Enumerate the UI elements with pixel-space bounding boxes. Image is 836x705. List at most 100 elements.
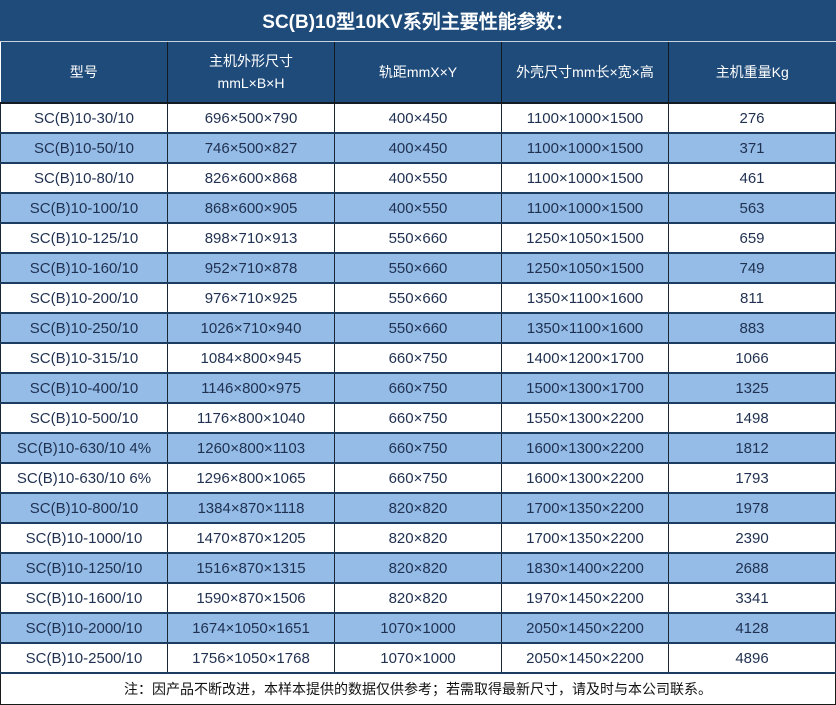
col-header-rail-gauge: 轨距mmX×Y <box>334 42 502 104</box>
table-cell: SC(B)10-250/10 <box>0 313 168 344</box>
col-header-line: 主机外形尺寸 <box>209 52 293 69</box>
table-cell: SC(B)10-1600/10 <box>0 583 168 614</box>
table-cell: 1260×800×1103 <box>167 433 335 464</box>
table-cell: 1590×870×1506 <box>167 583 335 614</box>
table-cell: 659 <box>668 223 836 254</box>
col-header-line: mmL×B×H <box>217 75 285 91</box>
table-row: SC(B)10-630/10 4% 1260×800×1103 660×750 160… <box>0 433 836 464</box>
table-cell: 400×550 <box>334 193 502 224</box>
table-cell: 2050×1450×2200 <box>501 643 669 674</box>
table-cell: 1756×1050×1768 <box>167 643 335 674</box>
table-cell: 1500×1300×1700 <box>501 373 669 404</box>
performance-parameters-table: 型号 主机外形尺寸 mmL×B×H 轨距mmX×Y 外壳尺寸mm长×宽×高 主机重量Kg … <box>0 42 836 674</box>
table-cell: 4896 <box>668 643 836 674</box>
table-cell: SC(B)10-125/10 <box>0 223 168 254</box>
table-cell: 1146×800×975 <box>167 373 335 404</box>
table-cell: 550×660 <box>334 313 502 344</box>
table-cell: 1516×870×1315 <box>167 553 335 584</box>
table-cell: 1100×1000×1500 <box>501 163 669 194</box>
table-cell: 820×820 <box>334 523 502 554</box>
table-cell: 550×660 <box>334 283 502 314</box>
table-cell: 550×660 <box>334 223 502 254</box>
table-cell: SC(B)10-80/10 <box>0 163 168 194</box>
table-cell: SC(B)10-2500/10 <box>0 643 168 674</box>
table-cell: 976×710×925 <box>167 283 335 314</box>
table-row: SC(B)10-2000/10 1674×1050×1651 1070×1000 20… <box>0 613 836 644</box>
table-cell: 461 <box>668 163 836 194</box>
footnote: 注：因产品不断改进，本样本提供的数据仅供参考；若需取得最新尺寸，请及时与本公司联… <box>0 674 836 705</box>
table-cell: 1070×1000 <box>334 613 502 644</box>
table-cell: 276 <box>668 103 836 134</box>
table-row: SC(B)10-630/10 6% 1296×800×1065 660×750 160… <box>0 463 836 494</box>
table-cell: 660×750 <box>334 373 502 404</box>
col-header-line: 外壳尺寸mm长×宽×高 <box>516 63 654 80</box>
table-cell: 1470×870×1205 <box>167 523 335 554</box>
table-cell: 1600×1300×2200 <box>501 433 669 464</box>
table-cell: 820×820 <box>334 493 502 524</box>
table-cell: 1830×1400×2200 <box>501 553 669 584</box>
table-cell: 1066 <box>668 343 836 374</box>
table-cell: 1978 <box>668 493 836 524</box>
table-cell: 1350×1100×1600 <box>501 313 669 344</box>
table-cell: 400×450 <box>334 103 502 134</box>
table-cell: SC(B)10-400/10 <box>0 373 168 404</box>
table-cell: 660×750 <box>334 403 502 434</box>
table-cell: 1084×800×945 <box>167 343 335 374</box>
table-cell: 1100×1000×1500 <box>501 193 669 224</box>
table-row: SC(B)10-1250/10 1516×870×1315 820×820 1830×… <box>0 553 836 584</box>
table-cell: 1325 <box>668 373 836 404</box>
table-cell: SC(B)10-315/10 <box>0 343 168 374</box>
table-cell: 820×820 <box>334 553 502 584</box>
table-cell: 400×450 <box>334 133 502 164</box>
table-cell: SC(B)10-30/10 <box>0 103 168 134</box>
table-cell: 1498 <box>668 403 836 434</box>
header-row: 型号 主机外形尺寸 mmL×B×H 轨距mmX×Y 外壳尺寸mm长×宽×高 主机重量Kg <box>0 42 836 104</box>
table-cell: 1793 <box>668 463 836 494</box>
table-cell: 1700×1350×2200 <box>501 523 669 554</box>
table-cell: 1674×1050×1651 <box>167 613 335 644</box>
table-cell: 952×710×878 <box>167 253 335 284</box>
table-row: SC(B)10-250/10 1026×710×940 550×660 1350×11… <box>0 313 836 344</box>
table-row: SC(B)10-50/10 746×500×827 400×450 1100×1000… <box>0 133 836 164</box>
table-cell: 660×750 <box>334 343 502 374</box>
col-header-line: 轨距mmX×Y <box>378 63 458 80</box>
table-cell: SC(B)10-100/10 <box>0 193 168 224</box>
table-row: SC(B)10-400/10 1146×800×975 660×750 1500×13… <box>0 373 836 404</box>
table-cell: 696×500×790 <box>167 103 335 134</box>
table-cell: 563 <box>668 193 836 224</box>
table-row: SC(B)10-160/10 952×710×878 550×660 1250×105… <box>0 253 836 284</box>
col-header-shell-dimensions: 外壳尺寸mm长×宽×高 <box>501 42 669 104</box>
table-cell: SC(B)10-800/10 <box>0 493 168 524</box>
table-cell: 1070×1000 <box>334 643 502 674</box>
table-cell: SC(B)10-50/10 <box>0 133 168 164</box>
table-cell: 883 <box>668 313 836 344</box>
table-row: SC(B)10-315/10 1084×800×945 660×750 1400×12… <box>0 343 836 374</box>
table-cell: 1970×1450×2200 <box>501 583 669 614</box>
table-cell: SC(B)10-200/10 <box>0 283 168 314</box>
table-row: SC(B)10-100/10 868×600×905 400×550 1100×100… <box>0 193 836 224</box>
table-cell: 660×750 <box>334 433 502 464</box>
col-header-line: 主机重量Kg <box>715 63 789 80</box>
table-body: SC(B)10-30/10 696×500×790 400×450 1100×1000… <box>0 103 836 674</box>
table-cell: 811 <box>668 283 836 314</box>
table-cell: 2688 <box>668 553 836 584</box>
table-cell: 1250×1050×1500 <box>501 253 669 284</box>
table-row: SC(B)10-1600/10 1590×870×1506 820×820 1970×… <box>0 583 836 614</box>
table-cell: 749 <box>668 253 836 284</box>
table-cell: 1812 <box>668 433 836 464</box>
table-cell: 4128 <box>668 613 836 644</box>
table-row: SC(B)10-1000/10 1470×870×1205 820×820 1700×… <box>0 523 836 554</box>
table-cell: SC(B)10-500/10 <box>0 403 168 434</box>
col-header-main-unit-weight: 主机重量Kg <box>668 42 836 104</box>
col-header-main-unit-dimensions: 主机外形尺寸 mmL×B×H <box>167 42 335 104</box>
table-cell: SC(B)10-2000/10 <box>0 613 168 644</box>
table-cell: 1400×1200×1700 <box>501 343 669 374</box>
table-cell: 660×750 <box>334 463 502 494</box>
table-cell: SC(B)10-630/10 6% <box>0 463 168 494</box>
table-cell: 820×820 <box>334 583 502 614</box>
table-title: SC(B)10型10KV系列主要性能参数： <box>0 0 836 42</box>
table-cell: 400×550 <box>334 163 502 194</box>
table-cell: SC(B)10-1000/10 <box>0 523 168 554</box>
table-cell: 1550×1300×2200 <box>501 403 669 434</box>
